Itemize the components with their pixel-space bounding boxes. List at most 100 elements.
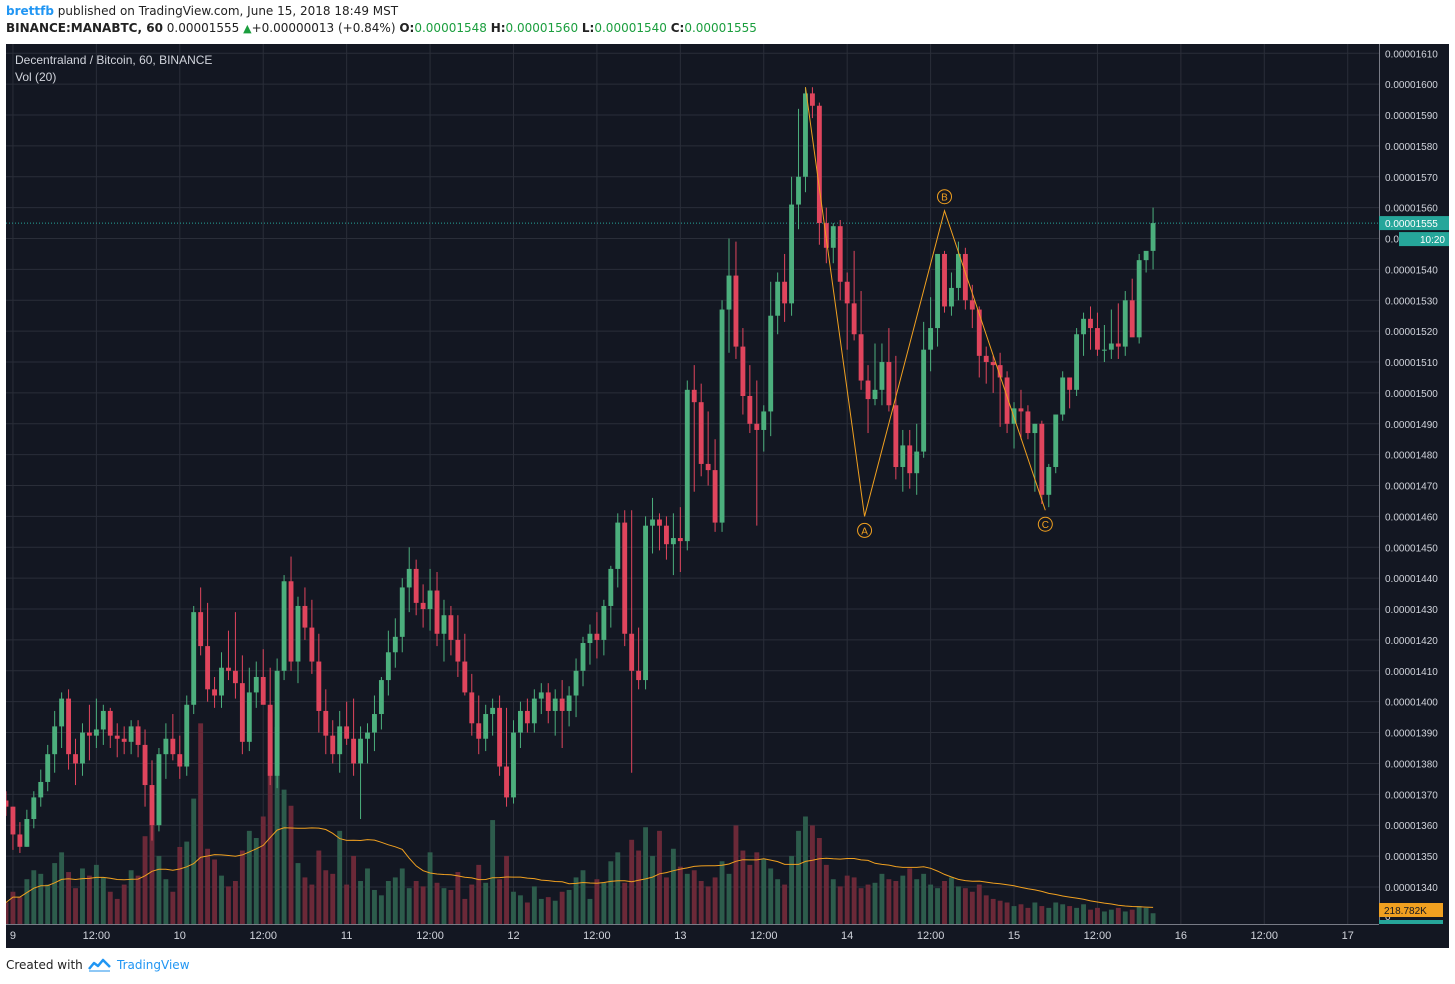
candle-body (38, 781, 44, 798)
price-tick-label: 0.00001380 (1385, 759, 1438, 770)
candle-body (406, 568, 412, 588)
candle-body (392, 636, 398, 653)
volume-bar (455, 872, 461, 924)
volume-bar (52, 863, 58, 924)
volume-bar (698, 881, 704, 924)
candle-body (253, 676, 259, 693)
candle-body (100, 710, 106, 730)
candle-body (511, 732, 516, 798)
candle-body (608, 568, 614, 606)
candle-body (302, 605, 308, 628)
volume-bar (1046, 907, 1052, 924)
volume-bar (851, 877, 857, 924)
volume-bar (997, 900, 1003, 924)
volume-bar (288, 805, 294, 924)
volume-bar (330, 873, 336, 924)
tradingview-link[interactable]: TradingView (117, 958, 190, 972)
footer: Created with TradingView (0, 948, 1455, 984)
price-tick-label: 0.00001590 (1385, 111, 1438, 122)
open-value: 0.00001548 (414, 21, 487, 35)
volume-legend: Vol (20) (15, 70, 56, 84)
volume-bar (935, 888, 940, 924)
price-axis[interactable]: 0.00001610 0.00001600 0.00001590 0.00001580… (1379, 44, 1449, 948)
volume-bar (45, 884, 51, 924)
volume-bar (983, 895, 989, 924)
abc-pattern-drawing[interactable]: A B C (804, 87, 1053, 538)
candle-body (768, 315, 774, 412)
volume-bar (100, 877, 106, 924)
volume-bars (6, 712, 1156, 924)
candle-body (545, 692, 551, 711)
candle-body (93, 729, 99, 736)
time-tick-label: 12:00 (583, 930, 611, 942)
candle-body (413, 568, 419, 603)
candle-body (976, 309, 982, 356)
price-chart[interactable]: ABC 0.000016100.000016000.000015900.0000… (6, 44, 1449, 948)
time-tick-label: 15 (1008, 930, 1020, 942)
candle-body (524, 710, 530, 724)
volume-bar (309, 884, 315, 924)
time-axis[interactable]: 9 12:00 10 12:00 11 12:00 12 12:00 13 12:00 14 12:0… (6, 924, 1449, 948)
volume-bar (865, 884, 871, 924)
candle-body (879, 362, 885, 390)
candle-body (441, 615, 447, 634)
volume-bar (128, 870, 134, 924)
volume-bar (684, 873, 690, 924)
volume-bar (677, 866, 683, 924)
price-tick-label: 0.00001470 (1385, 482, 1438, 493)
volume-bar (782, 884, 788, 924)
candle-body (914, 451, 920, 474)
candle-body (316, 661, 322, 711)
author-link[interactable]: brettfb (6, 4, 54, 18)
time-tick-label: 16 (1175, 930, 1187, 942)
chart-title: Decentraland / Bitcoin, 60, BINANCE (15, 53, 212, 67)
volume-bar (434, 882, 440, 924)
candle-body (490, 707, 496, 715)
close-label: C: (670, 21, 685, 35)
price-tick-label: 0.00001600 (1385, 80, 1438, 91)
volume-bar (198, 723, 204, 924)
candle-body (761, 411, 767, 430)
price-change: +0.00000013 (+0.84%) (251, 21, 396, 35)
open-label: O: (399, 21, 415, 35)
volume-bar (226, 886, 231, 924)
candle-body (740, 346, 746, 396)
volume-bar (427, 852, 433, 924)
volume-bar (337, 830, 343, 924)
volume-bar (156, 855, 162, 924)
candle-body (1081, 318, 1086, 335)
price-tick-label: 0.00001340 (1385, 883, 1438, 894)
candle-body (691, 389, 697, 403)
candle-body (198, 612, 204, 647)
candle-body (66, 698, 72, 755)
candle-body (573, 670, 579, 696)
price-tick-label: 0.00001460 (1385, 512, 1438, 523)
candle-body (1067, 377, 1073, 390)
candle-body (344, 726, 350, 739)
candle-body (309, 627, 315, 662)
price-tick-label: 0.00001350 (1385, 852, 1438, 863)
pattern-point-marker (937, 189, 953, 205)
price-tick-label: 0.00001450 (1385, 543, 1438, 554)
candle-body (747, 396, 753, 424)
volume-bar (921, 873, 927, 924)
volume-ma-line (6, 827, 1154, 908)
last-price: 0.00001555 (166, 21, 240, 35)
time-tick-label: 12:00 (1084, 930, 1112, 942)
candle-body (1129, 300, 1135, 338)
countdown-tag (1399, 232, 1449, 247)
volume-bar (246, 830, 252, 924)
volume-bar (837, 886, 843, 924)
publish-line: brettfb published on TradingView.com, Ju… (6, 4, 398, 18)
volume-bar (295, 863, 301, 924)
volume-bar (893, 881, 899, 924)
volume-bar (601, 882, 607, 924)
candle-body (552, 698, 558, 711)
candle-body (886, 362, 892, 406)
volume-bar (205, 848, 211, 924)
volume-bar (24, 879, 30, 924)
volume-bar (789, 855, 794, 924)
candle-body (566, 695, 572, 711)
candle-body (622, 522, 628, 634)
volume-bar (1150, 913, 1156, 924)
